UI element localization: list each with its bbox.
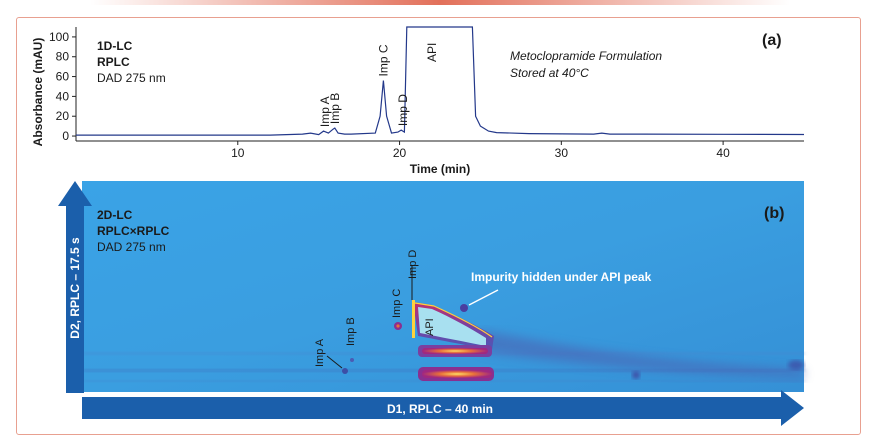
heatmap-background (82, 181, 804, 392)
panel-b-method-line-3: DAD 275 nm (97, 240, 166, 254)
x-tick-label: 20 (393, 146, 407, 160)
d2-axis-label: D2, RPLC – 17.5 s (68, 237, 82, 339)
api-tail (480, 330, 804, 378)
y-tick-label: 80 (56, 50, 70, 64)
panel-a-ylabel: Absorbance (mAU) (31, 38, 45, 147)
panel-a-method-line-1: 1D-LC (97, 39, 133, 53)
panel-b-method-line-1: 2D-LC (97, 208, 133, 222)
annotation-arrow-line (468, 289, 499, 306)
top-accent-bar (90, 0, 790, 5)
y-tick-label: 100 (49, 30, 69, 44)
y-tick-label: 60 (56, 70, 70, 84)
x-tick-label: 40 (716, 146, 730, 160)
peak-label: Imp B (328, 93, 342, 124)
panel-a-label: (a) (762, 32, 782, 49)
peak-label: Imp D (396, 94, 410, 126)
y-tick-label: 40 (56, 89, 70, 103)
x-tick-label: 30 (555, 146, 569, 160)
figure-frame (16, 17, 861, 435)
spot-label-imp-b: Imp B (345, 317, 357, 346)
panel-a-xlabel: Time (min) (410, 162, 470, 176)
peak-label: Imp C (376, 44, 390, 76)
y-tick-label: 20 (56, 109, 70, 123)
imp-a-spot (342, 368, 348, 374)
panel-a-method-line-3: DAD 275 nm (97, 71, 166, 85)
panel-a-sample-line-1: Metoclopramide Formulation (510, 49, 662, 63)
d1-axis-label: D1, RPLC – 40 min (387, 402, 493, 416)
d1-axis-arrow (82, 390, 804, 426)
panel-a-sample-line-2: Stored at 40°C (510, 66, 589, 80)
imp-b-spot (350, 358, 354, 362)
panel-a-method-line-2: RPLC (97, 55, 130, 69)
peak-label: API (425, 43, 439, 62)
panel-a-chromatogram-line (76, 26, 805, 136)
peak-label: Imp A (318, 96, 332, 127)
panel-b-method-line-2: RPLC×RPLC (97, 224, 170, 238)
panel-b-label: (b) (764, 205, 784, 222)
d2-axis-arrow (58, 181, 92, 393)
spot-label-imp-d: Imp D (407, 250, 419, 279)
panel-b-heatmap: Imp A Imp B Imp C Imp D API Impurity hid… (58, 181, 804, 426)
api-peak-core (418, 307, 486, 346)
x-tick-label: 10 (231, 146, 245, 160)
panel-b-annotation: Impurity hidden under API peak (471, 270, 652, 284)
hidden-impurity-spot (460, 304, 468, 312)
y-tick-label: 0 (62, 129, 69, 143)
spot-label-imp-c: Imp C (391, 289, 403, 318)
spot-label-api: API (424, 318, 436, 336)
spot-label-imp-a: Imp A (314, 338, 326, 367)
